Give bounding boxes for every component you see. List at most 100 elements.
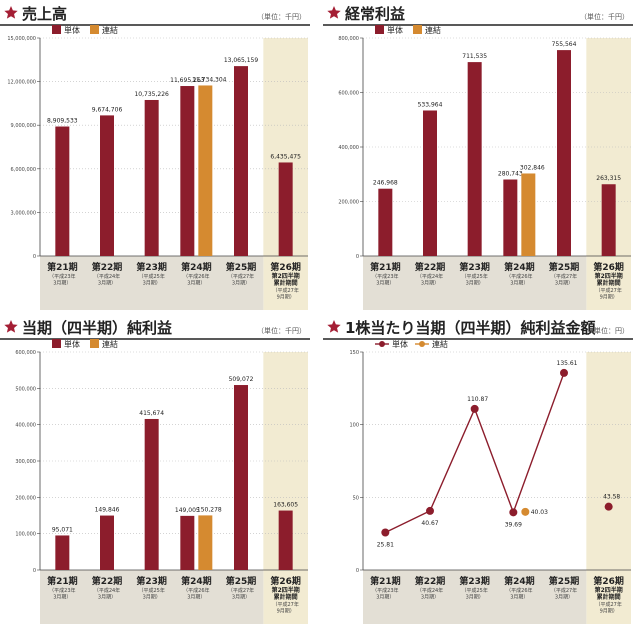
category-sub-line: 3月期） [466,281,484,287]
bar-tandoku [557,50,571,256]
bar-renketsu [198,85,213,256]
bar-tandoku [144,418,159,570]
category-bold-line: 累計期間 [597,593,621,601]
category-sub-line: 3月期） [232,595,250,601]
category-sub-line: 3月期） [98,595,116,601]
data-label-tandoku: 8,909,533 [47,118,78,125]
data-label-tandoku: 40.67 [421,520,438,527]
bar-tandoku [378,188,393,256]
category-period: 第21期 [370,575,401,587]
ytick-label: 500,000 [15,386,36,392]
ytick-label: 0 [33,568,36,574]
bar-tandoku [278,510,293,570]
legend-label: 単体 [387,25,403,35]
bar-tandoku [144,99,159,256]
chart-title: 経常利益 [345,5,405,23]
category-sub-line: 3月期） [421,595,439,601]
category-sub-line: 3月期） [187,281,205,287]
highlight-column [586,352,631,624]
data-label-tandoku: 533,964 [418,101,443,108]
chart-panel-net-income: 当期（四半期）純利益 （単位：千円） 0 100,000 200,000 300,000 4… [0,314,310,624]
category-sub-line: （平成25年 [461,273,487,280]
unit-label: （単位：千円） [580,12,629,21]
category-sub-line: 9月期） [600,295,618,301]
category-sub-line: 3月期） [510,281,528,287]
legend-swatch-renketsu [90,25,99,34]
data-label-tandoku: 6,435,475 [270,153,301,160]
ytick-label: 15,000,000 [7,36,36,42]
category-sub-line: 3月期） [466,595,484,601]
chart-panel-eps: 1株当たり当期（四半期）純利益金額 （単位：円） 0 50 100 150 単体 連結 第21期… [323,314,633,624]
category-period: 第24期 [181,575,212,587]
category-sub-line: （平成25年 [138,273,164,280]
chart-panel-ordinary-income: 経常利益 （単位：千円） 0 200,000 400,000 600,000 800,000… [323,0,633,310]
point-tandoku [426,506,434,515]
ytick-label: 9,000,000 [11,123,36,129]
highlight-column [586,38,631,310]
star-icon [4,6,18,19]
ytick-label: 50 [353,495,359,501]
category-sub-line: （平成26年 [183,587,209,594]
data-label-tandoku: 135.61 [557,360,578,367]
point-tandoku [509,508,518,517]
category-sub-line: （平成27年 [595,601,621,608]
unit-label: （単位：円） [587,326,629,335]
bar-tandoku [278,162,293,256]
ytick-label: 200,000 [338,200,359,206]
legend-swatch-tandoku [52,25,61,34]
data-label-renketsu: 11,734,304 [192,76,227,83]
category-sub-line: （平成23年 [49,587,75,594]
category-sub-line: （平成23年 [372,587,398,594]
category-band [363,570,587,624]
data-label-tandoku: 10,735,226 [134,91,169,98]
bar-tandoku [601,184,616,256]
bar-tandoku [423,110,437,256]
category-period: 第26期 [270,261,301,273]
bar-tandoku [503,179,518,256]
ytick-label: 150 [349,350,359,356]
category-sub-line: 3月期） [98,281,116,287]
category-period: 第23期 [459,261,490,273]
category-sub-line: （平成26年 [506,587,532,594]
chart-panel-sales: 売上高 （単位：千円） 0 3,000,000 6,000,000 9,000,000 12… [0,0,310,310]
point-tandoku [381,528,390,537]
category-sub-line: 3月期） [376,281,394,287]
data-label-tandoku: 149,846 [95,507,120,514]
point-tandoku [470,404,479,413]
category-sub-line: 3月期） [232,281,250,287]
category-period: 第24期 [181,261,212,273]
ytick-label: 800,000 [338,36,359,42]
category-bold-line: 第2四半期 [594,272,623,280]
category-sub-line: 3月期） [510,595,528,601]
category-bold-line: 累計期間 [274,593,298,601]
category-sub-line: （平成27年 [551,587,577,594]
category-sub-line: （平成24年 [417,273,443,280]
category-bold-line: 第2四半期 [594,586,623,594]
category-sub-line: （平成23年 [372,273,398,280]
bar-tandoku [55,535,70,570]
category-period: 第23期 [136,261,167,273]
bar-tandoku [180,86,195,257]
legend-label: 連結 [432,339,448,349]
bar-renketsu [198,515,213,570]
data-label-tandoku: 163,605 [273,502,298,509]
legend-swatch-tandoku [52,339,61,348]
legend-label: 連結 [102,339,118,349]
ytick-label: 12,000,000 [7,80,36,86]
ytick-label: 300,000 [15,459,36,465]
data-label-tandoku: 415,674 [139,410,164,417]
category-period: 第25期 [226,575,257,587]
ytick-label: 600,000 [338,91,359,97]
legend-label: 連結 [425,25,441,35]
data-label-tandoku: 25.81 [377,541,394,548]
bar-renketsu [521,173,536,256]
category-period: 第23期 [459,575,490,587]
category-sub-line: 3月期） [555,595,573,601]
category-sub-line: （平成26年 [506,273,532,280]
category-period: 第21期 [47,575,78,587]
category-sub-line: （平成27年 [228,273,254,280]
category-sub-line: 3月期） [53,595,71,601]
data-label-renketsu: 150,278 [197,506,222,513]
category-period: 第26期 [593,261,624,273]
chart-svg: 当期（四半期）純利益 （単位：千円） 0 100,000 200,000 300,000 4… [0,319,310,624]
